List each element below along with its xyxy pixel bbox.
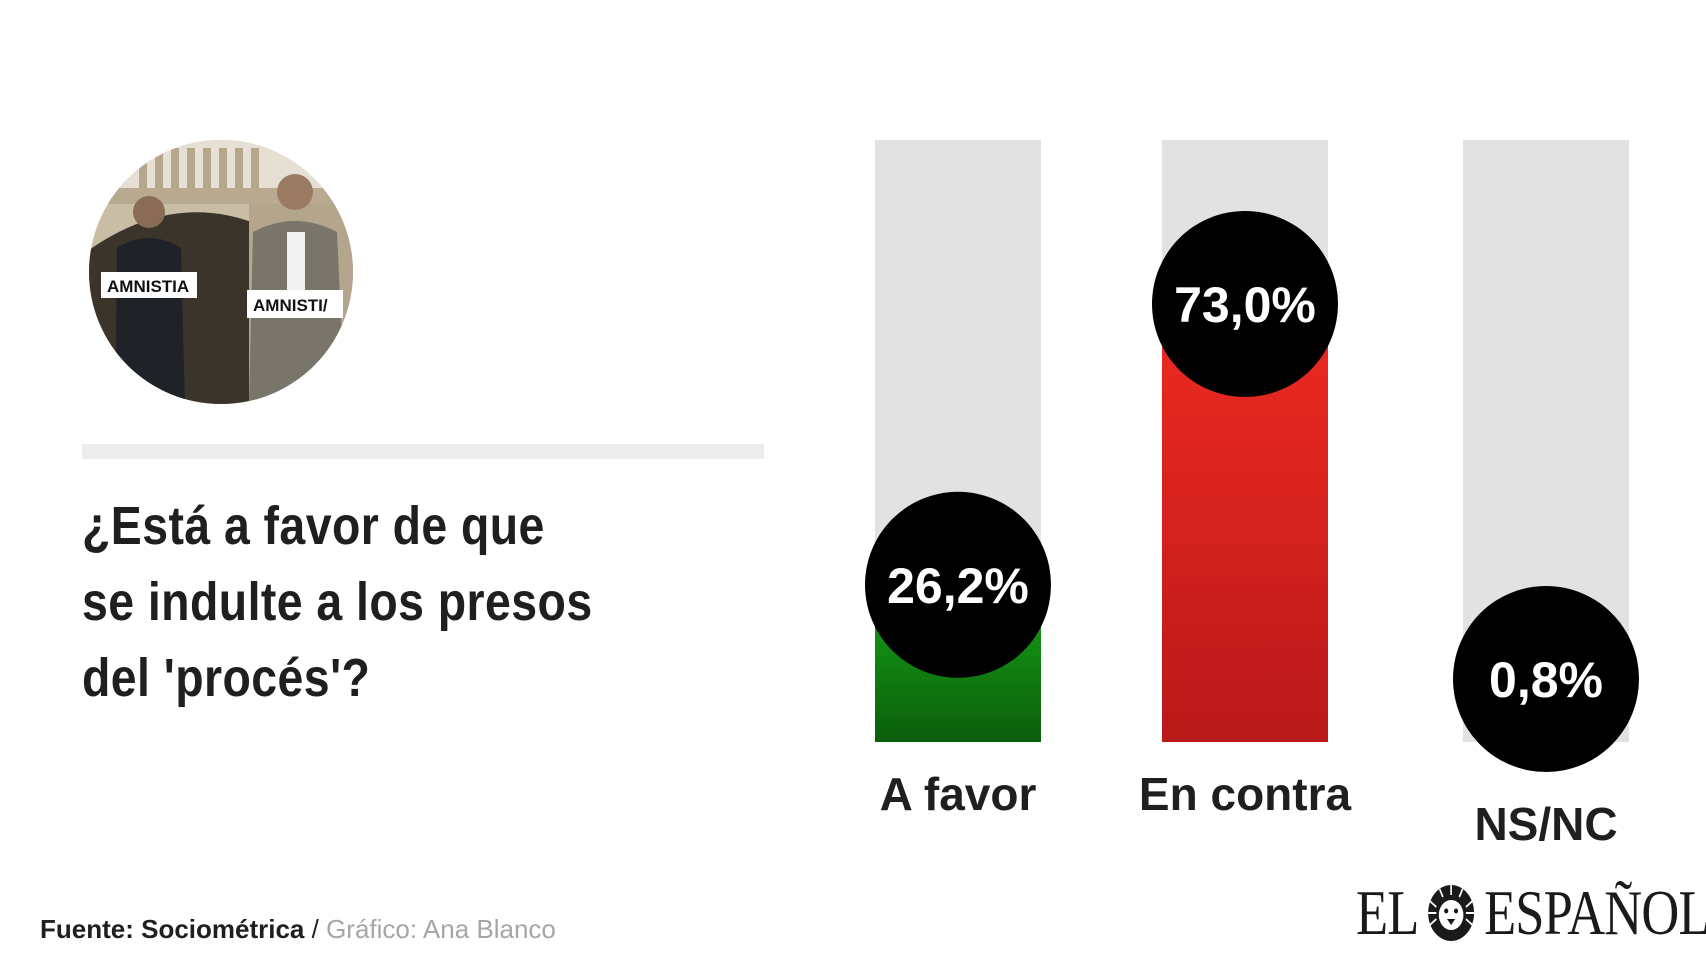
question-line-2: se indulte a los presos	[82, 572, 593, 632]
value-label-0: 26,2%	[887, 558, 1029, 614]
question-line-3: del 'procés'?	[82, 648, 371, 708]
sign-left-text: AMNISTIA	[107, 277, 189, 296]
footer: Fuente: Sociométrica / Gráfico: Ana Blan…	[40, 914, 556, 945]
logo-text-left: EL	[1356, 877, 1419, 948]
value-label-2: 0,8%	[1489, 652, 1603, 708]
value-label-1: 73,0%	[1174, 277, 1316, 333]
lion-icon	[1428, 885, 1475, 941]
value-bubble-2	[1453, 586, 1639, 772]
logo-text-right: ESPAÑOL	[1484, 877, 1706, 948]
credit-label: Gráfico: Ana Blanco	[326, 914, 556, 944]
category-label-0: A favor	[880, 768, 1037, 820]
value-bubble-1	[1152, 211, 1338, 397]
question-text: ¿Está a favor de que se indulte a los pr…	[82, 488, 632, 716]
value-bubble-0	[865, 491, 1051, 678]
sign-right-text: AMNISTI/	[253, 296, 328, 315]
source-label: Fuente: Sociométrica	[40, 914, 305, 944]
question-line-1: ¿Está a favor de que	[82, 496, 545, 556]
divider	[82, 444, 764, 459]
el-espanol-logo: EL ESPAÑOL	[1356, 877, 1706, 948]
category-label-2: NS/NC	[1474, 798, 1617, 850]
category-label-1: En contra	[1139, 768, 1352, 820]
footer-separator: /	[304, 914, 327, 944]
